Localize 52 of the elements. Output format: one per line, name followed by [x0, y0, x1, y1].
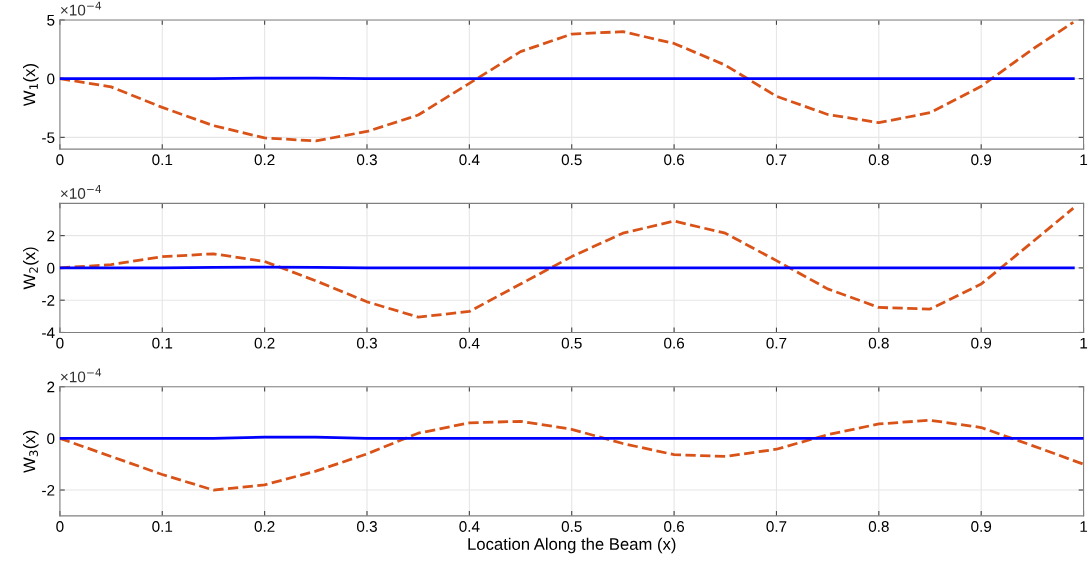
- x-tick-label: 0.3: [356, 337, 377, 349]
- x-tick-label: 1: [1080, 154, 1088, 166]
- y-tick-label: -4: [42, 327, 55, 339]
- x-tick-label: 0.5: [561, 521, 582, 532]
- line-series: [59, 418, 1084, 492]
- x-tick-label: 0.1: [152, 521, 173, 532]
- x-tick-label: 0.7: [766, 521, 787, 532]
- x-tick-label: 0.2: [254, 521, 275, 532]
- x-tick-label: 0.4: [459, 521, 480, 532]
- line-series: [59, 206, 1075, 319]
- x-tick-label: 0.5: [561, 154, 582, 166]
- y-tick-label: 2: [47, 381, 55, 393]
- x-tick-label: 0.4: [459, 337, 480, 349]
- y-tick-label: 0: [47, 262, 55, 274]
- y-tick-label: 2: [47, 230, 55, 242]
- y-axis-title: W$_{1}$(x): [23, 64, 39, 107]
- x-tick-label: 0.6: [664, 337, 685, 349]
- x-tick-label: 0.9: [971, 154, 992, 166]
- x-tick-label: 0.5: [561, 337, 582, 349]
- y-tick-label: 0: [47, 73, 55, 85]
- x-tick-label: 0: [56, 337, 64, 349]
- y-tick-label: 0: [47, 433, 55, 445]
- x-tick-label: 0.4: [459, 154, 480, 166]
- x-axis-title: Location Along the Beam (x): [468, 537, 676, 554]
- x-tick-label: 0: [56, 154, 64, 166]
- x-tick-label: 0.8: [868, 154, 889, 166]
- y-axis-title: W$_{3}$(x): [23, 430, 39, 473]
- y-tick-label: 5: [47, 14, 55, 26]
- x-tick-label: 0.8: [868, 521, 889, 532]
- x-tick-label: 0.9: [971, 337, 992, 349]
- x-tick-label: 0.3: [356, 154, 377, 166]
- x-tick-label: 0.6: [664, 154, 685, 166]
- x-tick-label: 0.2: [254, 337, 275, 349]
- text: ×10$^{−4}$: [60, 1, 102, 16]
- text: ×10$^{−4}$: [60, 368, 102, 383]
- x-tick-label: 0: [56, 521, 64, 532]
- x-tick-label: 0.1: [152, 154, 173, 166]
- x-tick-label: 1: [1080, 521, 1088, 532]
- y-axis-title: W$_{2}$(x): [23, 247, 39, 290]
- x-tick-label: 0.9: [971, 521, 992, 532]
- x-tick-label: 0.7: [766, 154, 787, 166]
- x-tick-label: 0.2: [254, 154, 275, 166]
- y-tick-label: -2: [42, 484, 55, 496]
- x-tick-label: 0.8: [868, 337, 889, 349]
- x-tick-label: 0.6: [664, 521, 685, 532]
- text: ×10$^{−4}$: [60, 185, 102, 199]
- x-tick-label: 0.3: [356, 521, 377, 532]
- x-tick-label: 0.7: [766, 337, 787, 349]
- x-tick-label: 1: [1080, 337, 1088, 349]
- y-tick-label: -5: [42, 132, 55, 144]
- x-tick-label: 0.1: [152, 337, 173, 349]
- y-tick-label: -2: [42, 295, 55, 306]
